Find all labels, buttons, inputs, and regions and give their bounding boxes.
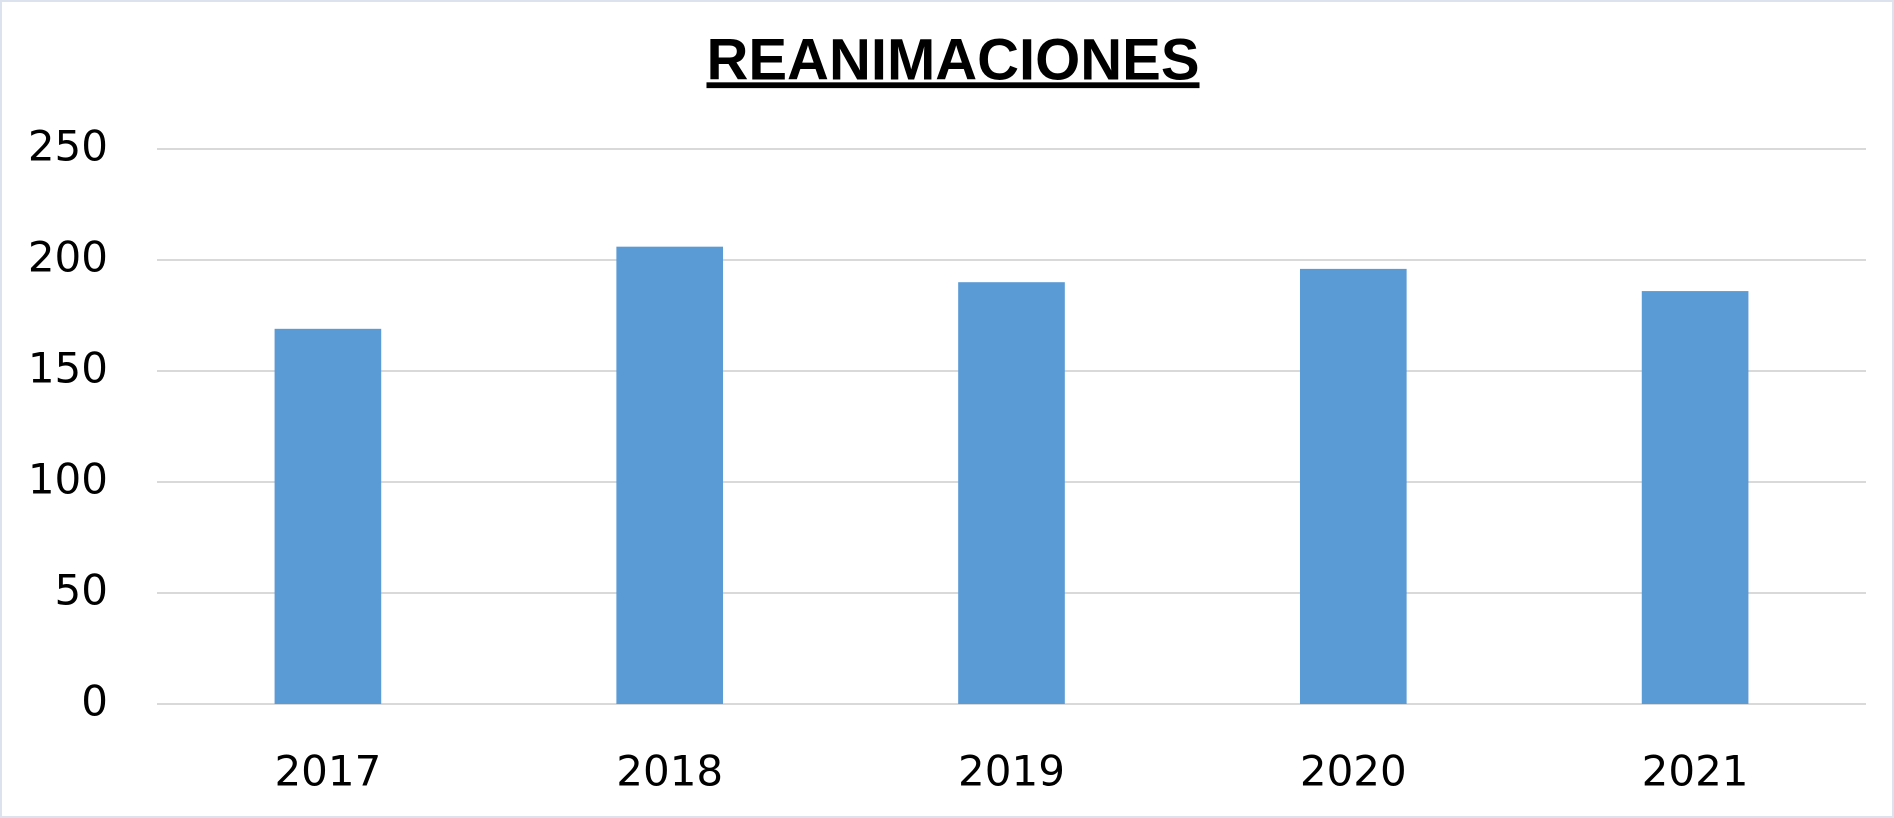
x-tick-label: 2019 xyxy=(958,747,1065,796)
bar xyxy=(274,328,382,704)
x-tick-label: 2021 xyxy=(1642,747,1749,796)
y-tick-label: 150 xyxy=(28,344,108,393)
bar xyxy=(616,246,724,704)
y-tick-label: 200 xyxy=(28,233,108,282)
y-tick-label: 100 xyxy=(28,455,108,504)
bar xyxy=(958,282,1065,704)
y-tick-label: 250 xyxy=(28,122,108,171)
x-tick-label: 2018 xyxy=(616,747,723,796)
bar xyxy=(1641,291,1749,704)
x-tick-label: 2020 xyxy=(1300,747,1407,796)
x-tick-label: 2017 xyxy=(274,747,381,796)
chart-title: REANIMACIONES xyxy=(706,27,1199,92)
bar xyxy=(1299,268,1407,704)
y-tick-label: 50 xyxy=(55,566,108,615)
y-tick-label: 0 xyxy=(81,677,108,726)
